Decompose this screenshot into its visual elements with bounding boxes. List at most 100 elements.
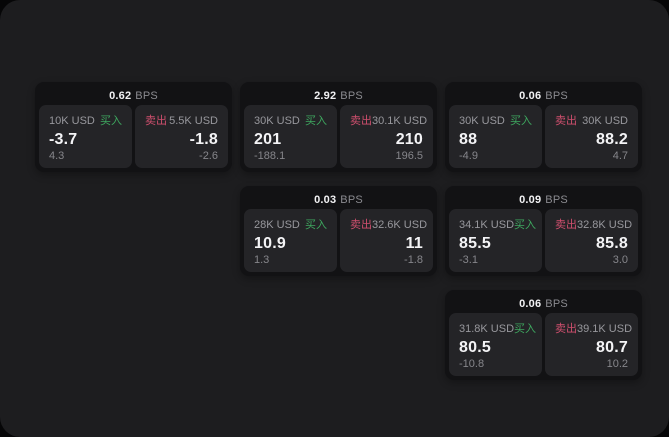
buy-side-label: 买入 — [305, 219, 327, 231]
sell-amount: 5.5K USD — [169, 115, 218, 127]
quote-grid: 0.62 BPS 10K USD 买入 -3.7 4.3 卖出 5.5K USD… — [35, 82, 642, 380]
bps-header: 0.62 BPS — [39, 86, 228, 105]
bps-value: 0.03 — [314, 193, 337, 206]
buy-price: 80.5 — [459, 339, 491, 356]
bps-value: 0.62 — [109, 89, 132, 102]
sell-change: 4.7 — [612, 150, 628, 162]
sell-change: 196.5 — [395, 150, 423, 162]
sell-price: -1.8 — [189, 131, 218, 148]
sell-side-label: 卖出 — [145, 115, 167, 127]
bps-value: 0.09 — [519, 193, 542, 206]
sell-side-label: 卖出 — [555, 219, 577, 231]
buy-tile[interactable]: 34.1K USD 买入 85.5 -3.1 — [449, 209, 542, 272]
quote-card: 2.92 BPS 30K USD 买入 201 -188.1 卖出 30.1K … — [240, 82, 437, 172]
quote-card-body: 30K USD 买入 88 -4.9 卖出 30K USD 88.2 4.7 — [449, 105, 638, 168]
sell-side-label: 卖出 — [350, 219, 372, 231]
quote-card-body: 31.8K USD 买入 80.5 -10.8 卖出 39.1K USD 80.… — [449, 313, 638, 376]
buy-price: 88 — [459, 131, 478, 148]
sell-change: -2.6 — [199, 150, 218, 162]
buy-amount: 10K USD — [49, 115, 95, 127]
sell-side-label: 卖出 — [555, 323, 577, 335]
sell-tile-top: 卖出 39.1K USD — [555, 320, 632, 336]
bps-header: 0.06 BPS — [449, 86, 638, 105]
buy-tile[interactable]: 30K USD 买入 201 -188.1 — [244, 105, 337, 168]
sell-price: 88.2 — [596, 131, 628, 148]
buy-change: -10.8 — [459, 358, 485, 370]
buy-side-label: 买入 — [514, 219, 537, 231]
buy-price: 85.5 — [459, 235, 491, 252]
quote-card: 0.06 BPS 30K USD 买入 88 -4.9 卖出 30K USD 8… — [445, 82, 642, 172]
sell-tile-top: 卖出 30.1K USD — [350, 112, 427, 128]
bps-unit-label: BPS — [135, 89, 158, 102]
buy-change: 4.3 — [49, 150, 65, 162]
buy-price: 201 — [254, 131, 282, 148]
buy-change: -4.9 — [459, 150, 478, 162]
bps-value: 0.06 — [519, 89, 542, 102]
buy-amount: 31.8K USD — [459, 323, 515, 335]
sell-price: 80.7 — [596, 339, 628, 356]
bps-value: 0.06 — [519, 297, 542, 310]
sell-change: 10.2 — [606, 358, 628, 370]
buy-side-label: 买入 — [100, 115, 122, 127]
sell-amount: 39.1K USD — [577, 323, 633, 335]
sell-tile-top: 卖出 32.8K USD — [555, 216, 632, 232]
sell-side-label: 卖出 — [555, 115, 577, 127]
sell-amount: 30K USD — [582, 115, 628, 127]
buy-price: -3.7 — [49, 131, 78, 148]
sell-tile[interactable]: 卖出 30K USD 88.2 4.7 — [545, 105, 638, 168]
buy-tile-top: 31.8K USD 买入 — [459, 320, 536, 336]
sell-tile-top: 卖出 32.6K USD — [350, 216, 427, 232]
buy-tile-top: 10K USD 买入 — [49, 112, 122, 128]
bps-header: 2.92 BPS — [244, 86, 433, 105]
bps-unit-label: BPS — [545, 89, 568, 102]
sell-price: 85.8 — [596, 235, 628, 252]
buy-tile[interactable]: 30K USD 买入 88 -4.9 — [449, 105, 542, 168]
sell-price: 210 — [395, 131, 423, 148]
buy-amount: 30K USD — [459, 115, 505, 127]
bps-unit-label: BPS — [545, 297, 568, 310]
bps-unit-label: BPS — [340, 89, 363, 102]
sell-tile-top: 卖出 30K USD — [555, 112, 628, 128]
buy-change: -188.1 — [254, 150, 286, 162]
buy-tile[interactable]: 31.8K USD 买入 80.5 -10.8 — [449, 313, 542, 376]
sell-change: -1.8 — [404, 254, 423, 266]
buy-amount: 28K USD — [254, 219, 300, 231]
sell-tile[interactable]: 卖出 39.1K USD 80.7 10.2 — [545, 313, 638, 376]
sell-amount: 30.1K USD — [372, 115, 428, 127]
quote-card-body: 34.1K USD 买入 85.5 -3.1 卖出 32.8K USD 85.8… — [449, 209, 638, 272]
bps-unit-label: BPS — [545, 193, 568, 206]
bps-header: 0.09 BPS — [449, 190, 638, 209]
sell-price: 11 — [405, 235, 423, 252]
buy-tile-top: 30K USD 买入 — [459, 112, 532, 128]
buy-amount: 34.1K USD — [459, 219, 515, 231]
buy-tile[interactable]: 28K USD 买入 10.9 1.3 — [244, 209, 337, 272]
sell-change: 3.0 — [612, 254, 628, 266]
sell-tile[interactable]: 卖出 32.6K USD 11 -1.8 — [340, 209, 433, 272]
quote-card-body: 28K USD 买入 10.9 1.3 卖出 32.6K USD 11 -1.8 — [244, 209, 433, 272]
buy-price: 10.9 — [254, 235, 286, 252]
sell-tile[interactable]: 卖出 30.1K USD 210 196.5 — [340, 105, 433, 168]
quote-card: 0.03 BPS 28K USD 买入 10.9 1.3 卖出 32.6K US… — [240, 186, 437, 276]
quote-card: 0.06 BPS 31.8K USD 买入 80.5 -10.8 卖出 39.1… — [445, 290, 642, 380]
buy-amount: 30K USD — [254, 115, 300, 127]
sell-tile-top: 卖出 5.5K USD — [145, 112, 218, 128]
bps-header: 0.06 BPS — [449, 294, 638, 313]
sell-tile[interactable]: 卖出 5.5K USD -1.8 -2.6 — [135, 105, 228, 168]
sell-amount: 32.6K USD — [372, 219, 428, 231]
sell-side-label: 卖出 — [350, 115, 372, 127]
buy-tile[interactable]: 10K USD 买入 -3.7 4.3 — [39, 105, 132, 168]
buy-side-label: 买入 — [510, 115, 532, 127]
bps-value: 2.92 — [314, 89, 337, 102]
sell-tile[interactable]: 卖出 32.8K USD 85.8 3.0 — [545, 209, 638, 272]
quote-card-body: 30K USD 买入 201 -188.1 卖出 30.1K USD 210 1… — [244, 105, 433, 168]
buy-side-label: 买入 — [514, 323, 537, 335]
buy-side-label: 买入 — [305, 115, 327, 127]
buy-change: -3.1 — [459, 254, 478, 266]
bps-unit-label: BPS — [340, 193, 363, 206]
buy-tile-top: 30K USD 买入 — [254, 112, 327, 128]
buy-change: 1.3 — [254, 254, 270, 266]
bps-header: 0.03 BPS — [244, 190, 433, 209]
quote-card: 0.09 BPS 34.1K USD 买入 85.5 -3.1 卖出 32.8K… — [445, 186, 642, 276]
buy-tile-top: 28K USD 买入 — [254, 216, 327, 232]
